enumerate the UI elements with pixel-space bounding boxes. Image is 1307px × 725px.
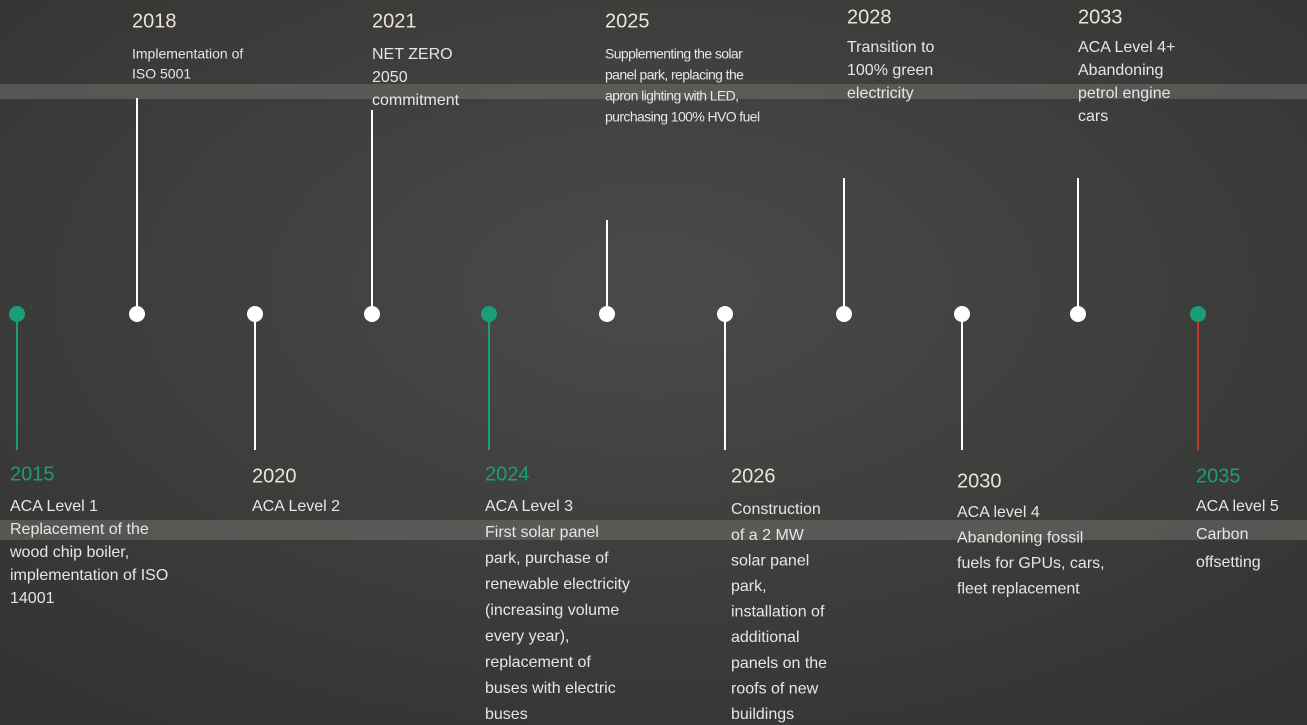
band: [0, 520, 1307, 540]
description-line: panel park, replacing the: [605, 67, 744, 83]
description-line: buses with electric: [485, 680, 616, 697]
description-line: ACA Level 1: [10, 498, 98, 515]
dot: [836, 306, 852, 322]
dot: [954, 306, 970, 322]
description-line: roofs of new: [731, 680, 819, 697]
description-line: buses: [485, 706, 528, 723]
description-line: solar panel: [731, 552, 809, 569]
year: 2024: [485, 463, 530, 485]
dot: [481, 306, 497, 322]
dot: [599, 306, 615, 322]
year: 2033: [1078, 6, 1123, 28]
description-line: 2050: [372, 69, 408, 86]
description-line: offsetting: [1196, 554, 1261, 571]
description-line: electricity: [847, 85, 914, 102]
description-line: buildings: [731, 706, 794, 723]
description-line: Abandoning: [1078, 62, 1163, 79]
description-line: renewable electricity: [485, 576, 630, 593]
description-line: Supplementing the solar: [605, 46, 743, 62]
dot: [129, 306, 145, 322]
description-line: additional: [731, 629, 800, 646]
year: 2025: [605, 10, 650, 32]
description-line: 14001: [10, 590, 55, 607]
description-line: Construction: [731, 501, 821, 518]
description-line: Implementation of: [132, 46, 243, 62]
description-line: ISO 5001: [132, 66, 191, 82]
year: 2015: [10, 463, 55, 485]
description-line: cars: [1078, 108, 1108, 125]
description-line: implementation of ISO: [10, 567, 168, 584]
description-line: NET ZERO: [372, 46, 453, 63]
description-line: installation of: [731, 604, 825, 621]
year: 2020: [252, 465, 297, 487]
description-line: (increasing volume: [485, 602, 619, 619]
description-line: ACA Level 2: [252, 498, 340, 515]
description-line: ACA level 4: [957, 504, 1040, 521]
year: 2018: [132, 10, 177, 32]
dot: [1070, 306, 1086, 322]
description-line: wood chip boiler,: [9, 544, 129, 561]
description-line: Carbon: [1196, 526, 1248, 543]
description-line: ACA Level 4+: [1078, 39, 1175, 56]
description-line: Replacement of the: [10, 521, 149, 538]
dot: [9, 306, 25, 322]
dot: [717, 306, 733, 322]
description-line: First solar panel: [485, 524, 599, 541]
description-line: park,: [731, 578, 767, 595]
year: 2026: [731, 465, 776, 487]
description-line: Abandoning fossil: [957, 530, 1083, 547]
description-line: apron lighting with LED,: [605, 88, 738, 104]
year: 2028: [847, 6, 892, 28]
description-line: every year),: [485, 628, 569, 645]
description-line: fuels for GPUs, cars,: [957, 555, 1105, 572]
description-line: 100% green: [847, 62, 933, 79]
description-line: fleet replacement: [957, 581, 1080, 598]
description-line: of a 2 MW: [731, 527, 805, 544]
description-line: commitment: [372, 92, 460, 109]
description-line: park, purchase of: [485, 550, 609, 567]
dot: [1190, 306, 1206, 322]
description-line: panels on the: [731, 655, 827, 672]
description-line: purchasing 100% HVO fuel: [605, 109, 760, 125]
dot: [364, 306, 380, 322]
description-line: Transition to: [847, 39, 935, 56]
description-line: ACA level 5: [1196, 498, 1279, 515]
description-line: petrol engine: [1078, 85, 1171, 102]
description-line: ACA Level 3: [485, 498, 573, 515]
year: 2035: [1196, 465, 1241, 487]
dot: [247, 306, 263, 322]
year: 2030: [957, 470, 1002, 492]
year: 2021: [372, 10, 417, 32]
description-line: replacement of: [485, 654, 591, 671]
band: [0, 84, 1307, 99]
